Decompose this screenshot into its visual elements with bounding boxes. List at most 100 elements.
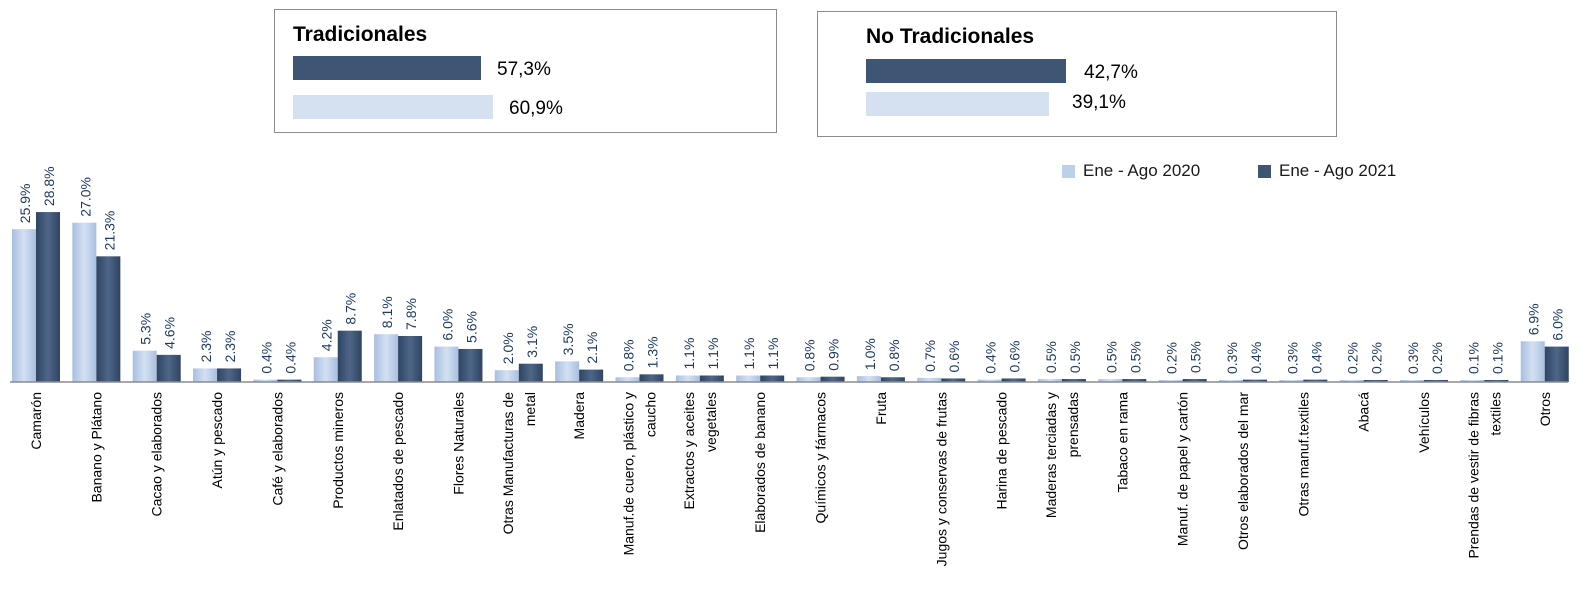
bar-2021-3 [217, 368, 242, 382]
category-label-25: Otros [1537, 392, 1553, 426]
legend-swatch-2021 [1258, 164, 1271, 178]
category-label-23: Vehículos [1416, 392, 1432, 453]
bar-2020-18 [1098, 379, 1123, 382]
traditional-pct-2021: 57,3% [497, 59, 551, 80]
legend-item-2021: Ene - Ago 2021 [1258, 161, 1396, 181]
bar-2021-6 [398, 335, 423, 382]
value-label-2021-2: 4.6% [162, 317, 178, 349]
bar-2020-10 [615, 377, 640, 382]
value-label-2020-14: 1.0% [862, 338, 878, 370]
bar-2021-20 [1243, 379, 1267, 382]
traditional-bar-2021 [293, 56, 481, 80]
value-label-2021-18: 0.5% [1127, 341, 1143, 373]
bar-2021-21 [1303, 379, 1328, 382]
category-label-3: Atún y pescado [209, 392, 225, 489]
category-label-14: Fruta [873, 392, 889, 425]
category-label-16: Harina de pescado [994, 392, 1010, 510]
value-label-2020-13: 0.8% [802, 339, 818, 371]
bar-2020-4 [253, 379, 278, 382]
category-label-18: Tabaco en rama [1114, 392, 1130, 493]
bar-2020-1 [72, 222, 97, 382]
bar-2021-13 [820, 376, 845, 382]
legend-label-2020: Ene - Ago 2020 [1083, 161, 1201, 180]
category-label-15: Jugos y conservas de frutas [933, 392, 949, 566]
category-label-13: Químicos y fármacos [813, 392, 829, 523]
bar-2020-24 [1460, 380, 1485, 382]
category-label-6: Enlatados de pescado [390, 392, 406, 531]
bar-2021-7 [458, 348, 483, 382]
value-label-2021-5: 8.7% [343, 293, 359, 325]
value-label-2021-12: 1.1% [765, 338, 781, 370]
value-label-2021-23: 0.2% [1429, 342, 1445, 374]
bar-2020-9 [555, 361, 580, 382]
bar-2020-6 [374, 334, 399, 382]
traditional-title: Tradicionales [293, 23, 428, 46]
value-label-2021-7: 5.6% [463, 311, 479, 343]
value-label-2021-10: 1.3% [645, 336, 661, 368]
value-label-2020-12: 1.1% [741, 338, 757, 370]
value-label-2020-7: 6.0% [439, 309, 455, 341]
value-label-2021-14: 0.8% [886, 339, 902, 371]
category-label-5: Productos mineros [330, 392, 346, 509]
category-label-8: Otras Manufacturas de metal [500, 392, 538, 535]
value-label-2020-19: 0.2% [1164, 342, 1180, 374]
value-label-2021-4: 0.4% [282, 342, 298, 374]
bar-2020-12 [736, 375, 761, 382]
category-label-17: Maderas terciadas y prensadas [1043, 392, 1081, 518]
legend-swatch-2020 [1062, 164, 1075, 178]
value-label-2021-11: 1.1% [705, 338, 721, 370]
category-label-2: Cacao y elaborados [149, 392, 165, 517]
bar-2020-8 [494, 370, 519, 382]
legend-label-2021: Ene - Ago 2021 [1279, 161, 1397, 180]
value-label-2021-20: 0.4% [1248, 342, 1264, 374]
category-label-11: Extractos y aceites vegetales [681, 392, 719, 510]
bar-2021-5 [337, 330, 362, 382]
non-traditional-title: No Tradicionales [866, 25, 1035, 48]
bar-2020-21 [1279, 380, 1304, 382]
non-traditional-summary-box: No Tradicionales 42,7% 39,1% [817, 11, 1337, 137]
value-label-2020-2: 5.3% [138, 313, 154, 345]
bar-2021-24 [1484, 380, 1509, 382]
bar-2021-0 [36, 212, 60, 382]
bar-2021-15 [941, 378, 966, 382]
category-label-12: Elaborados de banano [752, 392, 768, 533]
value-label-2020-24: 0.1% [1465, 342, 1481, 374]
bar-2021-23 [1424, 380, 1449, 382]
bar-2020-11 [675, 375, 700, 382]
value-label-2021-16: 0.6% [1007, 341, 1023, 373]
value-label-2020-17: 0.5% [1043, 341, 1059, 373]
bar-2020-22 [1339, 380, 1364, 382]
bar-2020-20 [1219, 380, 1243, 382]
category-label-4: Café y elaborados [269, 392, 285, 506]
value-label-2020-11: 1.1% [681, 338, 697, 370]
category-label-24: Prendas de vestir de fibras textiles [1465, 392, 1503, 559]
non-traditional-bar-2021 [866, 59, 1066, 83]
value-label-2020-15: 0.7% [922, 340, 938, 372]
bar-2021-8 [518, 363, 543, 382]
bar-2021-14 [880, 377, 905, 382]
bar-2020-19 [1158, 380, 1183, 382]
value-label-2020-6: 8.1% [379, 296, 395, 328]
value-label-2021-22: 0.2% [1369, 342, 1385, 374]
value-label-2020-10: 0.8% [621, 339, 637, 371]
category-label-9: Madera [571, 392, 587, 440]
value-label-2021-9: 2.1% [584, 332, 600, 364]
bar-2020-16 [977, 379, 1002, 382]
value-label-2020-0: 25.9% [17, 183, 33, 223]
bar-2021-9 [579, 369, 604, 382]
value-label-2020-16: 0.4% [983, 342, 999, 374]
non-traditional-pct-2020: 39,1% [1072, 92, 1126, 113]
value-label-2020-4: 0.4% [258, 342, 274, 374]
value-label-2021-24: 0.1% [1489, 342, 1505, 374]
value-label-2020-23: 0.3% [1405, 342, 1421, 374]
category-label-10: Manuf.de cuero, plástico y caucho [621, 392, 659, 556]
bar-2020-2 [132, 350, 157, 382]
bar-2020-13 [796, 377, 821, 382]
value-label-2021-17: 0.5% [1067, 341, 1083, 373]
traditional-bar-2020 [293, 95, 493, 119]
value-label-2020-25: 6.9% [1526, 303, 1542, 335]
bar-2020-7 [434, 346, 459, 382]
bar-2020-17 [1037, 379, 1062, 382]
bar-2021-2 [156, 354, 181, 382]
